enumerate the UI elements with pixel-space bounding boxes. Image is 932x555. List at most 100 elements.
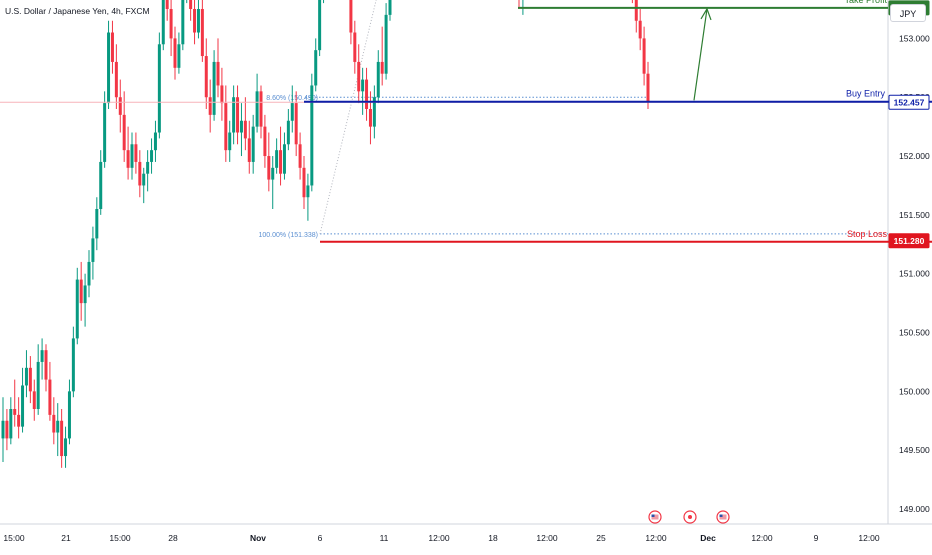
price-tick-label: 149.500: [899, 445, 930, 455]
candle-body: [79, 279, 83, 304]
candle-body: [181, 0, 185, 45]
candles: [1, 0, 650, 468]
candle-body: [232, 97, 236, 133]
event-icon[interactable]: [683, 510, 697, 524]
candle-body: [357, 61, 361, 92]
time-tick-label: 25: [596, 533, 606, 543]
fibonacci-retracement[interactable]: 0.00% (156.721)8.60% (150.490)100.00% (1…: [258, 0, 888, 239]
candle-body: [40, 350, 44, 362]
price-tick-label: 149.000: [899, 504, 930, 514]
candle-body: [13, 408, 17, 415]
candle-body: [103, 103, 107, 162]
candle-body: [99, 161, 103, 209]
candle-body: [239, 120, 243, 133]
candle-body: [310, 85, 314, 186]
price-tick-label: 152.000: [899, 151, 930, 161]
time-tick-label: 18: [488, 533, 498, 543]
price-badge-label: 151.280: [894, 236, 925, 246]
take-profit-label: Take Profit: [844, 0, 887, 5]
candle-body: [5, 420, 9, 439]
candle-body: [282, 144, 286, 174]
candle-body: [212, 61, 216, 115]
candle-body: [36, 361, 40, 409]
candle-body: [52, 414, 56, 433]
candle-body: [271, 167, 275, 180]
candle-body: [87, 261, 91, 286]
candle-body: [200, 8, 204, 57]
candle-body: [28, 367, 32, 392]
fib-trend-line[interactable]: [319, 0, 472, 235]
candle-body: [110, 32, 114, 62]
price-axis[interactable]: 149.000 149.500 150.000 150.500 151.000 151.5…: [899, 0, 930, 514]
candle-body: [368, 108, 372, 127]
candle-body: [306, 185, 310, 198]
candle-body: [95, 208, 99, 239]
projection-arrow[interactable]: [693, 8, 708, 101]
candle-body: [294, 103, 298, 145]
candle-body: [228, 132, 232, 151]
price-tick-label: 151.500: [899, 210, 930, 220]
fib-label: 100.00% (151.338): [258, 232, 318, 239]
candle-body: [126, 150, 130, 168]
candle-body: [161, 0, 165, 45]
candle-body: [134, 144, 138, 162]
price-tick-label: 151.000: [899, 269, 930, 279]
candle-body: [56, 420, 60, 433]
candle-body: [286, 120, 290, 145]
symbol-title: U.S. Dollar / Japanese Yen, 4h, FXCM: [5, 6, 150, 16]
price-tick-label: 150.500: [899, 328, 930, 338]
flag-stripes: [719, 514, 727, 520]
candle-body: [349, 0, 353, 33]
candle-body: [60, 420, 64, 457]
candle-body: [157, 44, 161, 133]
candle-body: [150, 150, 154, 162]
candle-body: [153, 132, 157, 151]
flag-stripes: [651, 514, 659, 520]
time-tick-label: 12:00: [751, 533, 773, 543]
candle-body: [318, 0, 322, 51]
projection-arrow-head[interactable]: [700, 7, 712, 21]
candle-body: [314, 50, 318, 86]
candle-body: [169, 8, 173, 39]
candle-body: [122, 114, 126, 151]
candle-body: [376, 61, 380, 98]
candle-body: [638, 20, 642, 39]
time-axis[interactable]: 15:00 21 15:00 28 Nov 6 11 12:00 18 12:00 25 12:00 D…: [3, 533, 880, 543]
candle-body: [216, 61, 220, 86]
candle-body: [302, 167, 306, 198]
candle-body: [91, 238, 95, 262]
candle-body: [384, 14, 388, 74]
candle-body: [118, 97, 122, 115]
price-tick-label: 153.000: [899, 33, 930, 43]
candle-body: [177, 44, 181, 68]
price-tick-label: 150.000: [899, 386, 930, 396]
time-tick-label: 12:00: [428, 533, 450, 543]
candle-body: [279, 150, 283, 174]
candle-body: [365, 79, 369, 109]
time-tick-label: 12:00: [858, 533, 880, 543]
economic-events[interactable]: [648, 510, 730, 524]
us-flag-icon[interactable]: [648, 510, 662, 524]
time-tick-label: Nov: [250, 533, 266, 543]
flag-canton: [651, 514, 655, 517]
candle-body: [64, 438, 68, 457]
candle-body: [44, 350, 48, 380]
candle-body: [298, 144, 302, 168]
currency-button[interactable]: JPY: [890, 4, 926, 22]
candle-body: [361, 79, 365, 92]
time-tick-label: 11: [380, 533, 389, 543]
candle-body: [380, 61, 384, 74]
us-flag-icon[interactable]: [716, 510, 730, 524]
time-tick-label: 12:00: [645, 533, 667, 543]
candle-body: [71, 338, 75, 392]
time-tick-label: Dec: [700, 533, 716, 543]
candle-body: [138, 161, 142, 186]
candle-body: [67, 391, 71, 439]
candle-body: [114, 61, 118, 98]
candle-body: [353, 32, 357, 62]
time-tick-label: 21: [61, 533, 71, 543]
candle-body: [388, 0, 392, 15]
